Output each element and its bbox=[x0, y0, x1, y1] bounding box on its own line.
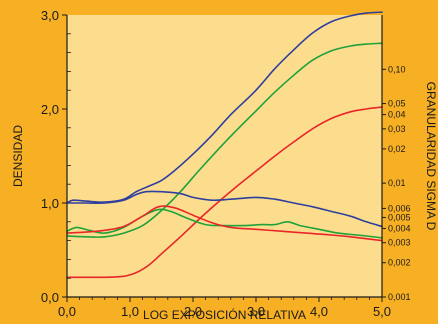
y-axis-title: DENSIDAD bbox=[11, 125, 25, 187]
x-tick-label: 5,0 bbox=[373, 304, 391, 319]
right-y-tick-label: 0,05 bbox=[388, 99, 406, 109]
tick-layer: 0,0 1,0 2,0 3,0 4,0 5,00,01,02,03,00,100,050,… bbox=[41, 8, 411, 319]
x-tick-label: 1,0 bbox=[121, 304, 139, 319]
x-tick-label: 0,0 bbox=[58, 304, 76, 319]
y-tick-label: 2,0 bbox=[41, 102, 59, 117]
right-y-tick-label: 0,002 bbox=[388, 258, 411, 268]
x-axis-title: LOG EXPOSICIÓN RELATIVA bbox=[143, 307, 306, 322]
red-density-curve bbox=[66, 106, 383, 279]
right-y-tick-label: 0,005 bbox=[388, 212, 411, 222]
x-tick-label: 3,0 bbox=[247, 304, 265, 319]
right-y-tick-label: 0,01 bbox=[388, 178, 406, 188]
right-y-tick-label: 0,10 bbox=[388, 64, 406, 74]
blue-granularity-curve bbox=[66, 190, 383, 228]
blue-density-curve bbox=[66, 11, 383, 204]
y-tick-label: 0,0 bbox=[41, 290, 59, 305]
x-tick-label: 4,0 bbox=[310, 304, 328, 319]
plot-area bbox=[67, 15, 382, 297]
right-y-tick-label: 0,02 bbox=[388, 144, 406, 154]
y-tick-label: 1,0 bbox=[41, 196, 59, 211]
y-tick-label: 3,0 bbox=[41, 8, 59, 23]
right-y-tick-label: 0,03 bbox=[388, 124, 406, 134]
right-y-tick-label: 0,004 bbox=[388, 223, 411, 233]
x-tick-label: 2,0 bbox=[184, 304, 202, 319]
right-y-tick-label: 0,003 bbox=[388, 238, 411, 248]
right-y-tick-label: 0,006 bbox=[388, 203, 411, 213]
green-density-curve bbox=[66, 42, 383, 238]
series-layer bbox=[66, 11, 383, 279]
red-granularity-curve bbox=[66, 205, 383, 242]
green-granularity-curve bbox=[66, 208, 383, 239]
right-y-axis-title: GRANULARIDAD SIGMA D bbox=[424, 82, 438, 231]
right-y-tick-label: 0,04 bbox=[388, 110, 406, 120]
right-y-tick-label: 0,001 bbox=[388, 292, 411, 302]
